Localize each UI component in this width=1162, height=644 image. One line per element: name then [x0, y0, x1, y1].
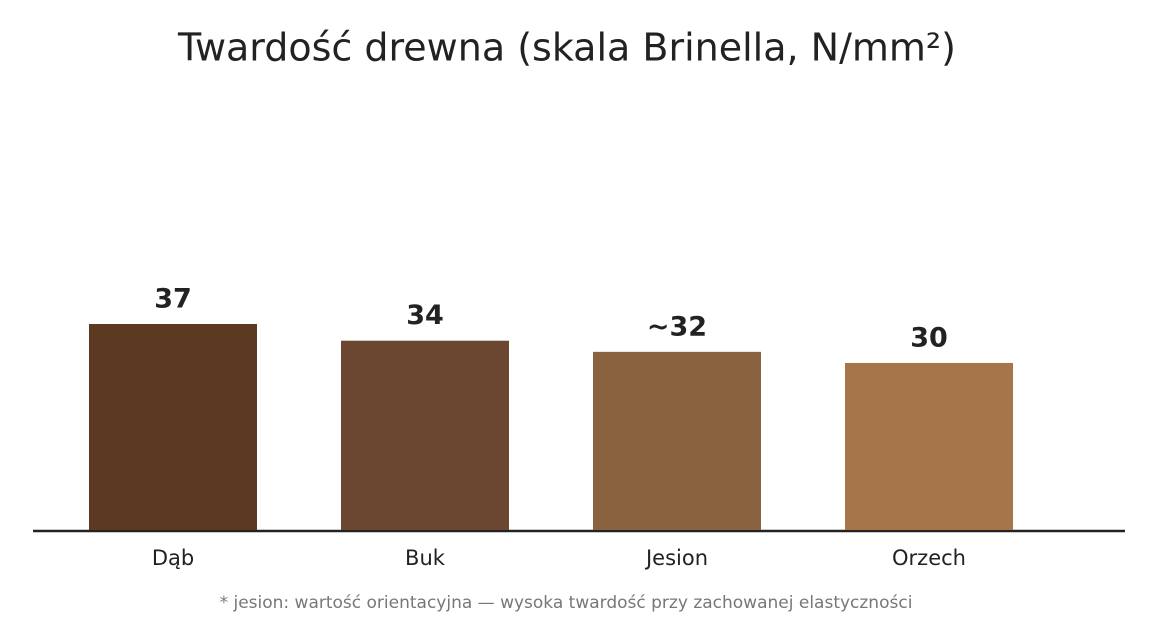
- footnote: * jesion: wartość orientacyjna — wysoka …: [220, 593, 913, 613]
- bar: [341, 340, 509, 530]
- value-label: 37: [154, 284, 192, 315]
- chart-title: Twardość drewna (skala Brinella, N/mm²): [177, 26, 956, 70]
- x-tick-label: Dąb: [152, 546, 194, 570]
- bar: [593, 351, 761, 530]
- value-label: 30: [910, 322, 948, 353]
- x-tick-label: Buk: [405, 546, 446, 570]
- value-label: ~32: [647, 311, 707, 342]
- value-label: 34: [406, 300, 444, 331]
- x-tick-label: Jesion: [644, 546, 708, 570]
- bar: [845, 362, 1013, 530]
- bar: [89, 324, 257, 530]
- x-tick-label: Orzech: [892, 546, 966, 570]
